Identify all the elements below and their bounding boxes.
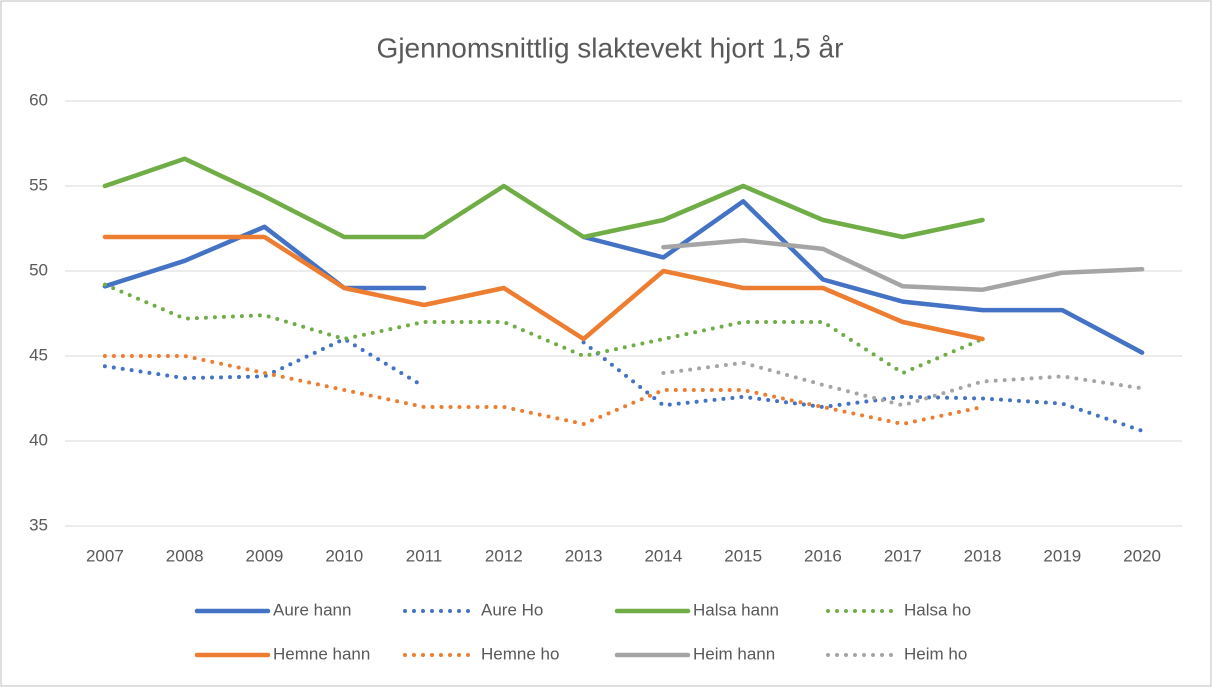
legend-label: Halsa hann	[693, 600, 779, 619]
x-tick-label: 2008	[166, 546, 204, 565]
series-line	[661, 238, 1145, 292]
legend-label: Halsa ho	[904, 600, 971, 619]
x-tick-label: 2013	[565, 546, 603, 565]
series-line	[661, 360, 1145, 408]
y-tick-label: 60	[29, 90, 48, 109]
legend-label: Aure hann	[273, 600, 351, 619]
y-tick-label: 40	[29, 430, 48, 449]
legend-label: Heim hann	[693, 644, 775, 663]
series-line	[102, 234, 985, 342]
y-tick-label: 35	[29, 515, 48, 534]
series-line	[102, 354, 985, 427]
x-tick-label: 2007	[86, 546, 124, 565]
chart-title: Gjennomsnittlig slaktevekt hjort 1,5 år	[377, 32, 844, 63]
x-tick-label: 2014	[644, 546, 682, 565]
legend-label: Aure Ho	[481, 600, 543, 619]
x-tick-label: 2016	[804, 546, 842, 565]
x-tick-label: 2010	[325, 546, 363, 565]
x-tick-label: 2009	[246, 546, 284, 565]
legend-label: Hemne ho	[481, 644, 559, 663]
y-tick-label: 55	[29, 175, 48, 194]
x-tick-label: 2020	[1123, 546, 1161, 565]
x-tick-label: 2019	[1043, 546, 1081, 565]
x-tick-label: 2017	[884, 546, 922, 565]
series-line	[102, 156, 985, 240]
legend-label: Hemne hann	[273, 644, 370, 663]
y-tick-label: 50	[29, 260, 48, 279]
legend-label: Heim ho	[904, 644, 967, 663]
x-tick-label: 2011	[406, 546, 443, 565]
series-line	[102, 336, 427, 389]
x-tick-label: 2012	[485, 546, 523, 565]
x-tick-label: 2015	[724, 546, 762, 565]
x-tick-label: 2018	[964, 546, 1002, 565]
y-tick-label: 45	[29, 345, 48, 364]
series-line	[102, 224, 427, 291]
series-line	[102, 282, 985, 376]
